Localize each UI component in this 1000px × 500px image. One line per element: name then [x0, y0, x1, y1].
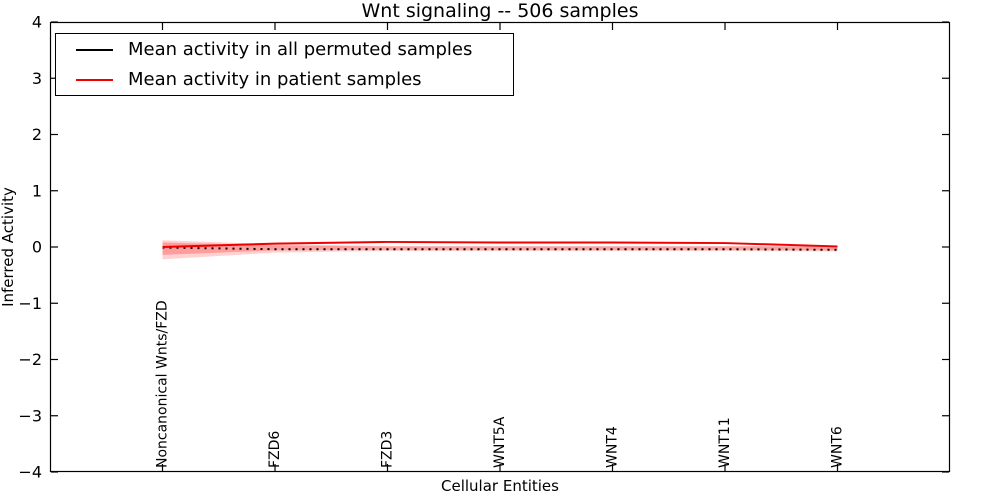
- x-tick-label: WNT4: [605, 426, 621, 468]
- x-tick-label: WNT5A: [492, 416, 508, 468]
- chart-title: Wnt signaling -- 506 samples: [361, 0, 639, 22]
- y-tick-label: −4: [18, 463, 42, 482]
- y-tick-label: −1: [18, 294, 42, 313]
- legend-entry-patient: Mean activity in patient samples: [76, 67, 513, 93]
- legend-entry-permuted: Mean activity in all permuted samples: [76, 37, 513, 63]
- series-line-patient: [162, 240, 838, 248]
- legend-label: Mean activity in patient samples: [128, 69, 422, 90]
- x-tick-label: FZD6: [267, 431, 283, 468]
- y-tick-label: −2: [18, 350, 42, 369]
- legend-label: Mean activity in all permuted samples: [128, 39, 473, 60]
- y-tick-label: 1: [32, 181, 42, 200]
- x-tick-label: WNT6: [830, 426, 846, 468]
- legend: Mean activity in all permuted samples Me…: [55, 33, 514, 96]
- y-tick-label: 2: [32, 125, 42, 144]
- series-line-permuted: [162, 246, 838, 251]
- x-tick-label: WNT11: [717, 417, 733, 468]
- x-tick-label: FZD3: [380, 431, 396, 468]
- y-tick-label: 3: [32, 69, 42, 88]
- legend-line-red: [76, 78, 113, 81]
- y-tick-label: −3: [18, 406, 42, 425]
- axes-frame: [49, 21, 951, 473]
- y-tick-label: 0: [32, 238, 42, 257]
- x-tick-label: Noncanonical Wnts/FZD: [155, 300, 171, 468]
- legend-line-black: [76, 48, 113, 51]
- y-tick-label: 4: [32, 13, 42, 32]
- x-axis-label: Cellular Entities: [441, 477, 559, 495]
